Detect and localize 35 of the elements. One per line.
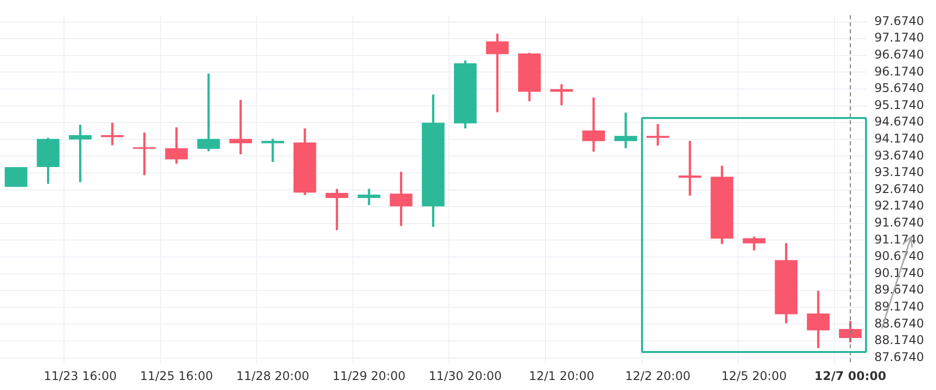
x-tick-label: 11/28 20:00: [236, 368, 310, 383]
y-tick-label: 92.6740: [874, 182, 924, 196]
y-tick-label: 95.6740: [874, 81, 924, 96]
x-tick-label: 11/30 20:00: [428, 368, 502, 383]
y-tick-label: 90.6740: [874, 249, 924, 264]
y-tick-label: 89.1740: [874, 299, 924, 314]
y-tick-label: 95.1740: [874, 98, 924, 112]
x-tick-label: 11/29 20:00: [332, 368, 406, 383]
y-tick-label: 94.1740: [874, 132, 924, 146]
y-tick-label: 93.1740: [874, 165, 924, 180]
candlestick: [100, 122, 124, 146]
x-tick-label: 12/5 20:00: [721, 368, 787, 383]
y-tick-label: 97.1740: [874, 30, 924, 45]
y-tick-label: 94.6740: [874, 114, 924, 129]
candlestick: [486, 34, 509, 112]
y-tick-label: 89.6740: [874, 282, 924, 297]
y-tick-label: 90.1740: [874, 266, 924, 280]
x-tick-label: 12/1 20:00: [528, 368, 594, 383]
y-tick-label: 92.1740: [874, 198, 924, 213]
candlestick: [646, 124, 670, 146]
x-tick-label: 11/23 16:00: [44, 368, 117, 383]
x-tick-label: 12/2 20:00: [625, 368, 690, 383]
candlestick: [614, 112, 638, 148]
y-tick-label: 96.1740: [874, 64, 924, 78]
y-tick-label: 96.6740: [874, 48, 924, 62]
x-tick-label: 12/7 00:00: [814, 368, 886, 383]
y-tick-label: 88.1740: [874, 333, 924, 348]
x-tick-label: 11/25 16:00: [140, 368, 213, 383]
y-tick-label: 91.6740: [874, 215, 924, 230]
y-tick-label: 88.6740: [874, 316, 924, 330]
y-tick-label: 97.6740: [874, 14, 924, 28]
y-tick-label: 87.6740: [874, 350, 924, 364]
candlestick: [229, 100, 252, 154]
candlestick: [68, 124, 92, 182]
y-tick-label: 93.6740: [874, 148, 924, 162]
